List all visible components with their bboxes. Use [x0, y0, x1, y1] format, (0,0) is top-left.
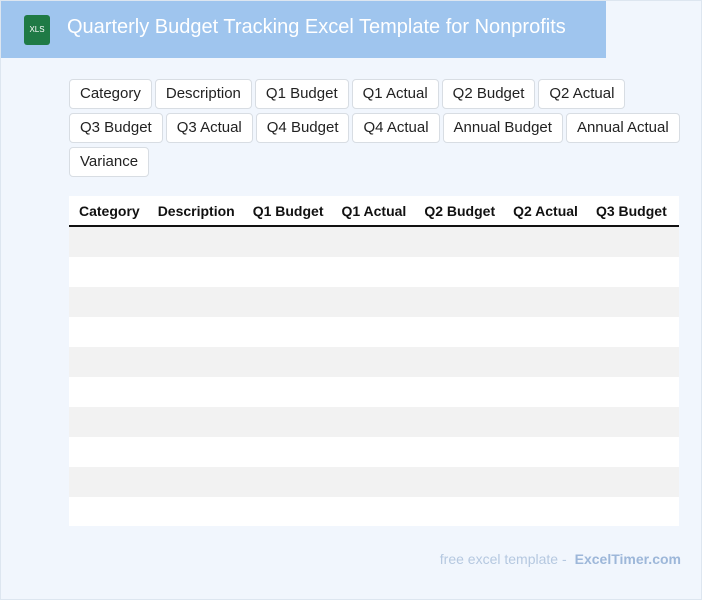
table-row	[69, 257, 679, 287]
tag[interactable]: Q1 Actual	[351, 79, 439, 109]
table-body	[69, 227, 679, 526]
footer: free excel template - ExcelTimer.com	[440, 551, 681, 567]
column-header: Q2 Actual	[503, 196, 586, 227]
footer-link[interactable]: ExcelTimer.com	[574, 551, 681, 567]
table-wrap: Category Description Q1 Budget Q1 Actual Q2 …	[69, 196, 679, 526]
table-row	[69, 377, 679, 407]
table-row	[69, 347, 679, 377]
tag[interactable]: Category	[69, 79, 152, 109]
file-icon: XLS	[24, 15, 50, 45]
table: Category Description Q1 Budget Q1 Actual Q2 …	[69, 196, 679, 227]
tag[interactable]: Q1 Budget	[254, 79, 349, 109]
footer-text: free excel template -	[439, 551, 567, 567]
column-header: Q1 Budget	[242, 196, 332, 227]
tag[interactable]: Annual Actual	[565, 113, 680, 143]
table-row	[69, 467, 679, 497]
tag[interactable]: Variance	[69, 147, 150, 177]
header-row: Category Description Q1 Budget Q1 Actual Q2 …	[69, 196, 679, 227]
tag[interactable]: Annual Budget	[442, 113, 563, 143]
table-row	[69, 227, 679, 257]
table-row	[69, 287, 679, 317]
column-header: Q3 Actual	[674, 196, 679, 227]
tag[interactable]: Description	[154, 79, 252, 109]
column-header: Q1 Actual	[331, 196, 415, 227]
tag-list: Category Description Q1 Budget Q1 Actual Q2 …	[69, 79, 681, 177]
column-header: Category	[69, 196, 148, 227]
table-row	[69, 437, 679, 467]
table-row	[69, 317, 679, 347]
tag[interactable]: Q4 Actual	[352, 113, 440, 143]
tag[interactable]: Q4 Budget	[255, 113, 350, 143]
column-header: Q2 Budget	[414, 196, 504, 227]
column-header: Q3 Budget	[585, 196, 675, 227]
table-row	[69, 407, 679, 437]
title: Quarterly Budget Tracking Excel Template…	[67, 16, 566, 38]
column-header: Description	[147, 196, 243, 227]
header-bar: XLS Quarterly Budget Tracking Excel Temp…	[1, 1, 606, 58]
tag[interactable]: Q2 Actual	[538, 79, 626, 109]
tag[interactable]: Q2 Budget	[441, 79, 536, 109]
tag[interactable]: Q3 Actual	[165, 113, 253, 143]
tag[interactable]: Q3 Budget	[69, 113, 163, 143]
table-row	[69, 497, 679, 526]
